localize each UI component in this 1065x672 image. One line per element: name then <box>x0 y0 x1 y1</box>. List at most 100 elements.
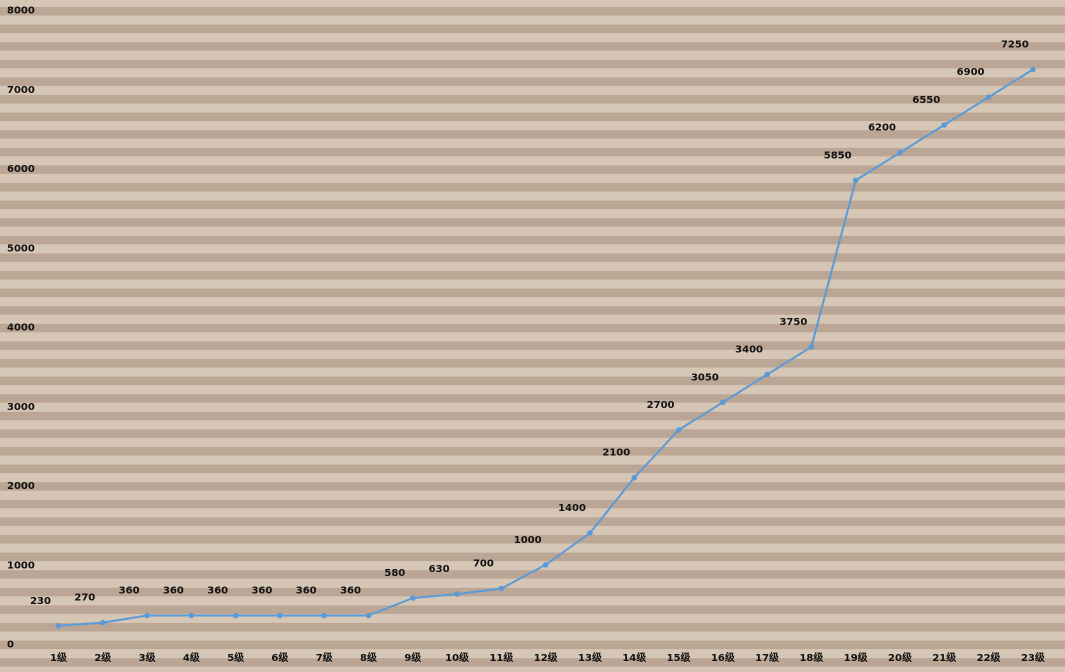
data-label: 3400 <box>735 345 763 356</box>
x-tick-label: 13级 <box>578 651 603 664</box>
background-stripe <box>0 640 1065 650</box>
background-stripe <box>0 623 1065 632</box>
x-tick-label: 2级 <box>94 651 112 664</box>
background-stripe <box>0 552 1065 562</box>
background-stripe <box>0 24 1065 34</box>
y-tick-label: 0 <box>7 640 14 651</box>
data-label: 3750 <box>779 317 807 328</box>
data-point <box>1030 66 1036 73</box>
x-tick-label: 17级 <box>755 651 780 664</box>
x-tick-label: 20级 <box>888 651 913 664</box>
background-stripe <box>0 59 1065 69</box>
data-label: 7250 <box>1001 39 1029 50</box>
data-point <box>55 623 62 629</box>
background-stripe <box>0 429 1065 438</box>
background-stripe <box>0 147 1065 157</box>
background-stripe <box>0 95 1065 104</box>
background-stripe <box>0 517 1065 526</box>
data-label: 230 <box>30 596 51 607</box>
data-point <box>542 562 549 568</box>
data-label: 270 <box>74 593 95 604</box>
data-label: 360 <box>340 586 361 597</box>
background-stripe <box>0 341 1065 350</box>
data-point <box>410 595 416 601</box>
data-point <box>897 149 903 156</box>
background-stripe <box>0 482 1065 491</box>
x-tick-label: 22级 <box>977 651 1002 664</box>
x-tick-label: 5级 <box>227 651 245 664</box>
data-point <box>808 344 815 350</box>
y-tick-label: 6000 <box>7 164 35 175</box>
x-tick-label: 19级 <box>844 651 869 664</box>
background-stripe <box>0 499 1065 509</box>
data-label: 1000 <box>514 535 542 546</box>
y-tick-label: 2000 <box>7 481 35 492</box>
background-stripe <box>0 77 1065 86</box>
y-tick-label: 1000 <box>7 560 35 571</box>
background-stripe <box>0 42 1065 51</box>
data-label: 1400 <box>558 503 586 514</box>
x-tick-label: 8级 <box>360 651 378 664</box>
background-stripe <box>0 464 1065 474</box>
x-axis: 1级 2级 3级 4级 5级 6级 7级 8级 9级 10级 11级 12级 13级 14级 15级 16级 1… <box>50 651 1046 664</box>
background-stripe <box>0 447 1065 456</box>
x-tick-label: 18级 <box>799 651 824 664</box>
background-stripe <box>0 535 1065 544</box>
x-tick-label: 12级 <box>534 651 559 664</box>
background-stripe <box>0 130 1065 139</box>
data-label: 360 <box>251 586 272 597</box>
data-point <box>232 612 239 619</box>
data-point <box>941 122 948 128</box>
background-stripe <box>0 200 1065 210</box>
background-stripe <box>0 288 1065 298</box>
data-label: 580 <box>384 568 405 579</box>
background-stripe <box>0 587 1065 597</box>
x-tick-label: 23级 <box>1021 651 1046 664</box>
data-point <box>675 427 682 433</box>
data-point <box>277 612 283 619</box>
background-stripe <box>0 658 1065 667</box>
data-point <box>100 619 106 626</box>
background-stripe <box>0 271 1065 280</box>
x-tick-label: 9级 <box>404 651 422 664</box>
data-label: 2100 <box>602 448 630 459</box>
data-label: 6900 <box>957 67 985 78</box>
background-stripe <box>0 235 1065 245</box>
data-point <box>188 612 195 619</box>
background-stripe <box>0 376 1065 386</box>
background-stripe <box>0 359 1065 368</box>
background-stripe <box>0 112 1065 122</box>
background-stripe <box>0 218 1065 227</box>
x-tick-label: 21级 <box>932 651 957 664</box>
data-point <box>720 399 726 406</box>
background-stripe <box>0 605 1065 614</box>
data-label: 6200 <box>868 123 896 134</box>
data-label: 360 <box>296 586 317 597</box>
y-tick-label: 7000 <box>7 85 35 96</box>
data-label: 6550 <box>912 95 940 106</box>
x-tick-label: 3级 <box>139 651 157 664</box>
x-tick-label: 15级 <box>667 651 692 664</box>
background-stripe <box>0 183 1065 192</box>
background-stripe <box>0 165 1065 174</box>
data-series <box>55 66 1036 629</box>
y-tick-label: 4000 <box>7 323 35 334</box>
data-point <box>454 591 460 597</box>
data-point <box>144 612 150 619</box>
y-tick-label: 3000 <box>7 402 35 413</box>
data-labels: 230 270 360 360 360 360 360 360 580 630 700 1000 140… <box>30 39 1029 606</box>
background-stripe <box>0 7 1065 16</box>
data-label: 5850 <box>824 150 852 161</box>
x-tick-label: 1级 <box>50 651 68 664</box>
y-axis: 0 1000 2000 3000 4000 5000 6000 7000 8000 <box>7 6 35 651</box>
data-point <box>764 371 770 378</box>
background-stripe <box>0 253 1065 262</box>
data-label: 2700 <box>647 400 675 411</box>
y-tick-label: 5000 <box>7 243 35 254</box>
x-tick-label: 16级 <box>711 651 736 664</box>
background-stripe <box>0 323 1065 333</box>
data-label: 3050 <box>691 372 719 383</box>
